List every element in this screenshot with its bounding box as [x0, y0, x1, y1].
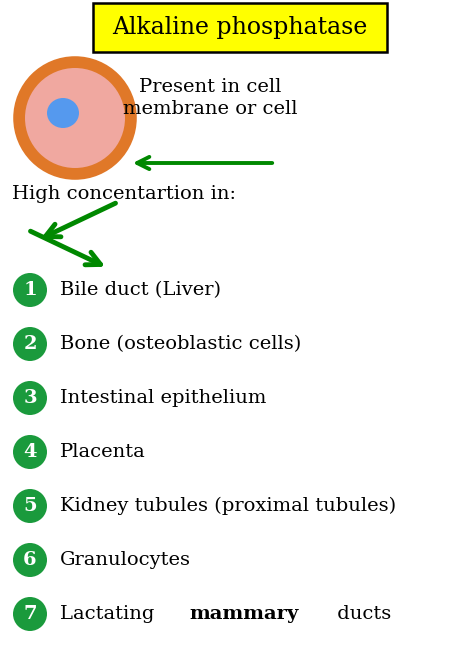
Text: 1: 1 — [23, 281, 37, 299]
Text: Placenta: Placenta — [60, 443, 146, 461]
Circle shape — [13, 597, 47, 631]
Text: mammary: mammary — [190, 605, 299, 623]
Text: Bile duct (Liver): Bile duct (Liver) — [60, 281, 221, 299]
Circle shape — [13, 273, 47, 307]
Circle shape — [13, 435, 47, 469]
Ellipse shape — [47, 98, 79, 128]
Text: Kidney tubules (proximal tubules): Kidney tubules (proximal tubules) — [60, 497, 396, 515]
Text: 6: 6 — [23, 551, 37, 569]
Text: 2: 2 — [23, 335, 37, 353]
Ellipse shape — [25, 68, 125, 168]
Text: ducts: ducts — [331, 605, 391, 623]
Text: Alkaline phosphatase: Alkaline phosphatase — [112, 16, 368, 39]
Text: membrane or cell: membrane or cell — [123, 100, 297, 118]
Circle shape — [13, 381, 47, 415]
Text: 4: 4 — [23, 443, 37, 461]
Text: Granulocytes: Granulocytes — [60, 551, 191, 569]
Text: 7: 7 — [23, 605, 37, 623]
Text: Present in cell: Present in cell — [139, 78, 281, 96]
FancyBboxPatch shape — [93, 3, 387, 52]
Text: 3: 3 — [23, 389, 37, 407]
Text: 5: 5 — [23, 497, 37, 515]
Ellipse shape — [16, 59, 134, 177]
Circle shape — [13, 327, 47, 361]
Text: Intestinal epithelium: Intestinal epithelium — [60, 389, 266, 407]
Text: Lactating: Lactating — [60, 605, 161, 623]
Circle shape — [13, 543, 47, 577]
Circle shape — [13, 489, 47, 523]
Text: Bone (osteoblastic cells): Bone (osteoblastic cells) — [60, 335, 301, 353]
Text: High concentartion in:: High concentartion in: — [12, 185, 236, 203]
